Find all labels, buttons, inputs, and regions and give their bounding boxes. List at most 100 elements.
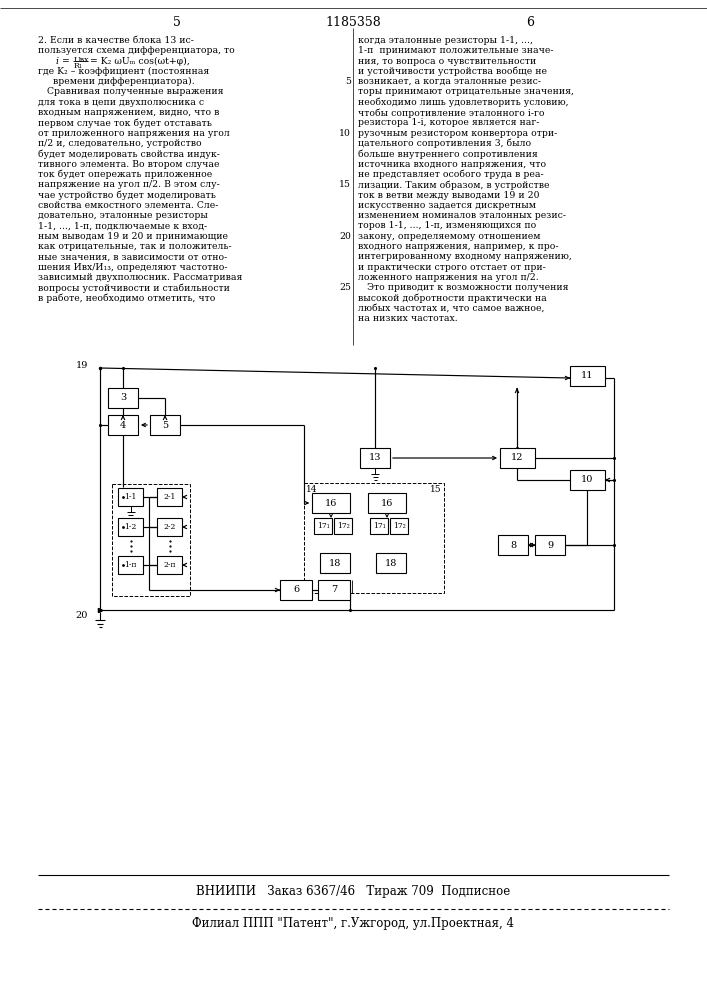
Bar [108, 388, 138, 408]
Text: 1-1, ..., 1-п, подключаемые к вход-: 1-1, ..., 1-п, подключаемые к вход- [38, 221, 207, 230]
Bar [280, 580, 312, 600]
Text: 20: 20 [76, 610, 88, 619]
Text: 13: 13 [369, 454, 381, 462]
Text: входным напряжением, видно, что в: входным напряжением, видно, что в [38, 108, 219, 117]
Text: больше внутреннего сопротивления: больше внутреннего сопротивления [358, 149, 538, 159]
Text: любых частотах и, что самое важное,: любых частотах и, что самое важное, [358, 304, 544, 313]
Text: ния, то вопроса о чувствительности: ния, то вопроса о чувствительности [358, 57, 536, 66]
Text: ВНИИПИ   Заказ 6367/46   Тираж 709  Подписное: ВНИИПИ Заказ 6367/46 Тираж 709 Подписное [196, 884, 510, 898]
Text: на низких частотах.: на низких частотах. [358, 314, 457, 323]
Bar [318, 580, 350, 600]
Text: где K₂ – коэффициент (постоянная: где K₂ – коэффициент (постоянная [38, 67, 209, 76]
Text: 7: 7 [331, 585, 337, 594]
Bar [368, 493, 406, 513]
Text: 12: 12 [511, 454, 524, 462]
Text: ные значения, в зависимости от отно-: ные значения, в зависимости от отно- [38, 252, 227, 261]
Text: R₁: R₁ [74, 62, 83, 70]
Bar [157, 556, 182, 574]
Text: 2-1: 2-1 [163, 493, 175, 501]
Text: высокой добротности практически на: высокой добротности практически на [358, 294, 547, 303]
Text: π/2 и, следовательно, устройство: π/2 и, следовательно, устройство [38, 139, 201, 148]
Bar [157, 488, 182, 506]
Text: 6: 6 [526, 15, 534, 28]
Text: возникает, а когда эталонные резис-: возникает, а когда эталонные резис- [358, 77, 541, 86]
Text: 2-п: 2-п [163, 561, 176, 569]
Text: ток в ветви между выводами 19 и 20: ток в ветви между выводами 19 и 20 [358, 190, 539, 200]
Bar [112, 484, 190, 596]
Text: лизации. Таким образом, в устройстве: лизации. Таким образом, в устройстве [358, 180, 549, 190]
Text: 1-п: 1-п [124, 561, 136, 569]
Text: напряжение на угол π/2. В этом слу-: напряжение на угол π/2. В этом слу- [38, 180, 220, 189]
Text: Сравнивая полученные выражения: Сравнивая полученные выражения [38, 88, 223, 97]
Text: будет моделировать свойства индук-: будет моделировать свойства индук- [38, 149, 220, 159]
Text: не представляет особого труда в реа-: не представляет особого труда в реа- [358, 170, 544, 179]
Text: 25: 25 [339, 283, 351, 292]
Text: для тока в цепи двухполюсника с: для тока в цепи двухполюсника с [38, 98, 204, 107]
Text: 9: 9 [547, 540, 553, 550]
Text: довательно, эталонные резисторы: довательно, эталонные резисторы [38, 211, 208, 220]
Text: изменением номиналов эталонных резис-: изменением номиналов эталонных резис- [358, 211, 566, 220]
Text: Uвх: Uвх [74, 56, 90, 64]
Text: пользуется схема дифференциатора, то: пользуется схема дифференциатора, то [38, 46, 235, 55]
Text: чтобы сопротивление эталонного i-го: чтобы сопротивление эталонного i-го [358, 108, 544, 118]
Bar [118, 488, 143, 506]
Text: 5: 5 [173, 15, 181, 28]
Text: 8: 8 [510, 540, 516, 550]
Text: искусственно задается дискретным: искусственно задается дискретным [358, 201, 536, 210]
Text: 5: 5 [162, 420, 168, 430]
Bar [118, 518, 143, 536]
Text: 14: 14 [306, 485, 317, 494]
Text: в работе, необходимо отметить, что: в работе, необходимо отметить, что [38, 294, 216, 303]
Text: и устойчивости устройства вообще не: и устойчивости устройства вообще не [358, 67, 547, 76]
Text: ток будет опережать приложенное: ток будет опережать приложенное [38, 170, 212, 179]
Text: резистора 1-i, которое является наг-: резистора 1-i, которое является наг- [358, 118, 539, 127]
Text: 11: 11 [581, 371, 594, 380]
Bar [360, 448, 390, 468]
Text: 17₁: 17₁ [373, 522, 385, 530]
Text: 16: 16 [325, 498, 337, 508]
Text: 17₁: 17₁ [317, 522, 329, 530]
Text: от приложенного напряжения на угол: от приложенного напряжения на угол [38, 129, 230, 138]
Text: вопросы устойчивости и стабильности: вопросы устойчивости и стабильности [38, 283, 230, 293]
Text: 3: 3 [120, 393, 126, 402]
Bar [157, 518, 182, 536]
Text: времени дифференциатора).: времени дифференциатора). [38, 77, 194, 86]
Text: рузочным резистором конвертора отри-: рузочным резистором конвертора отри- [358, 129, 557, 138]
Text: 18: 18 [385, 558, 397, 568]
Text: 15: 15 [339, 180, 351, 189]
Text: Это приводит к возможности получения: Это приводит к возможности получения [358, 283, 568, 292]
Text: чае устройство будет моделировать: чае устройство будет моделировать [38, 190, 216, 200]
Bar [376, 553, 406, 573]
Text: 18: 18 [329, 558, 341, 568]
Text: 1-2: 1-2 [124, 523, 136, 531]
Text: 1-1: 1-1 [124, 493, 136, 501]
Text: ложенного напряжения на угол π/2.: ложенного напряжения на угол π/2. [358, 273, 539, 282]
Text: входного напряжения, например, к про-: входного напряжения, например, к про- [358, 242, 559, 251]
Text: 2. Если в качестве блока 13 ис-: 2. Если в качестве блока 13 ис- [38, 36, 194, 45]
Bar [150, 415, 180, 435]
Bar [570, 470, 605, 490]
Bar [312, 493, 350, 513]
Text: 17₂: 17₂ [337, 522, 349, 530]
Bar [118, 556, 143, 574]
Bar [320, 553, 350, 573]
Text: 10: 10 [581, 476, 594, 485]
Bar [390, 518, 408, 534]
Bar [500, 448, 535, 468]
Bar [334, 518, 352, 534]
Text: 10: 10 [339, 129, 351, 138]
Text: тивного элемента. Во втором случае: тивного элемента. Во втором случае [38, 160, 219, 169]
Text: 19: 19 [76, 361, 88, 370]
Text: торов 1-1, ..., 1-п, изменяющихся по: торов 1-1, ..., 1-п, изменяющихся по [358, 221, 536, 230]
Text: = K₂ ωUₘ cos(ωt+φ),: = K₂ ωUₘ cos(ωt+φ), [90, 57, 189, 66]
Text: зависимый двухполюсник. Рассматривая: зависимый двухполюсник. Рассматривая [38, 273, 243, 282]
Text: 16: 16 [381, 498, 393, 508]
Text: интегрированному входному напряжению,: интегрированному входному напряжению, [358, 252, 572, 261]
Bar [108, 415, 138, 435]
Text: и практически строго отстает от при-: и практически строго отстает от при- [358, 263, 546, 272]
Text: источника входного напряжения, что: источника входного напряжения, что [358, 160, 546, 169]
Bar [304, 483, 444, 593]
Bar [314, 518, 332, 534]
Text: 4: 4 [120, 420, 126, 430]
Bar [535, 535, 565, 555]
